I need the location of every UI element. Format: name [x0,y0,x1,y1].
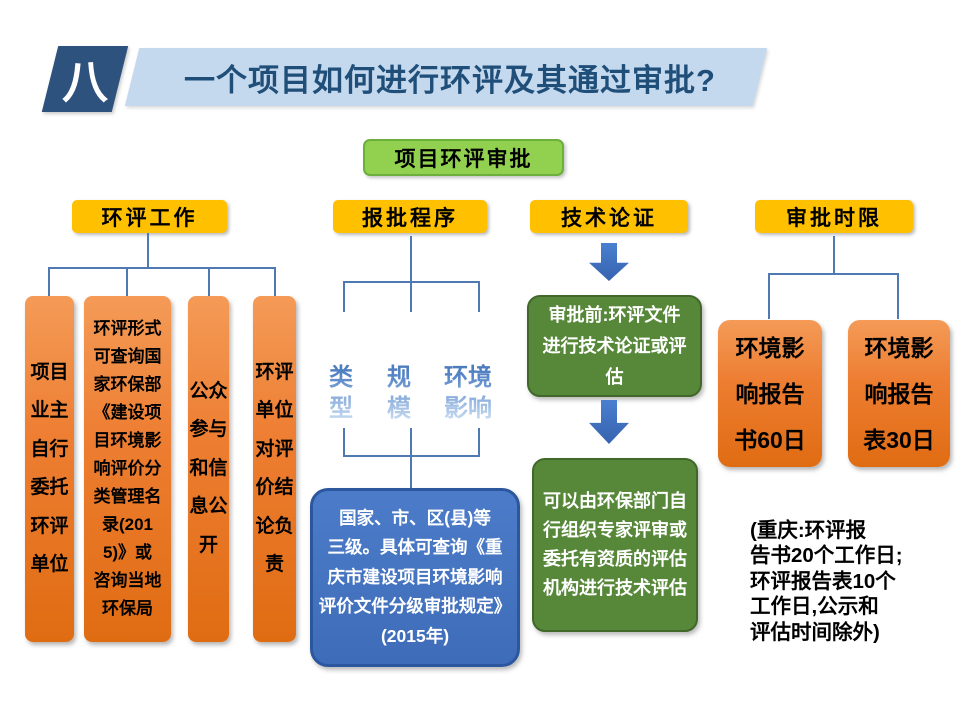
connector-segment [343,428,345,457]
column-header-review-label: 技术论证 [561,206,657,230]
criteria-type-text: 类 型 [329,364,353,422]
deadline-report-form-box: 环境影 响报告 表30日 [848,320,950,467]
work-item-responsibility: 环评 单位 对评 价结 论负 责 [253,296,296,642]
deadline-report-form-text: 环境影 响报告 表30日 [863,334,935,453]
connector-segment [343,281,345,312]
connector-segment [768,273,899,275]
column-header-deadline-label: 审批时限 [786,206,882,230]
connector-segment [410,428,412,489]
down-arrow-icon [589,400,629,444]
column-header-review: 技术论证 [530,200,688,233]
work-item-responsibility-text: 环评 单位 对评 价结 论负 责 [255,361,294,576]
connector-segment [833,236,835,273]
connector-segment [410,236,412,312]
criteria-scale-text: 规 模 [387,364,411,422]
connector-segment [768,273,770,319]
work-item-catalogue: 环评形式 可查询国 家环保部 《建设项 目环境影 响评价分 类管理名 录(201… [84,296,171,642]
criteria-impact-text: 环境 影响 [444,364,492,422]
column-header-work: 环评工作 [72,200,227,233]
root-node-label: 项目环评审批 [394,147,533,171]
connector-segment [48,267,276,269]
criteria-scale: 规 模 [384,331,414,424]
work-item-public: 公众 参与 和信 息公 开 [188,296,229,642]
root-node: 项目环评审批 [363,139,564,176]
slide-title: 一个项目如何进行环评及其通过审批? [140,48,760,106]
connector-segment [897,273,899,319]
work-item-owner: 项目 业主 自行 委托 环评 单位 [25,296,74,642]
connector-segment [126,267,128,296]
down-arrow-icon [589,243,629,281]
connector-segment [208,267,210,296]
review-step-2-text: 可以由环保部门自 行组织专家评审或 委托有资质的评估 机构进行技术评估 [543,491,687,598]
procedure-detail-text: 国家、市、区(县)等 三级。具体可查询《重 庆市建设项目环境影响 评价文件分级审… [318,507,512,646]
connector-segment [478,281,480,312]
work-item-catalogue-text: 环评形式 可查询国 家环保部 《建设项 目环境影 响评价分 类管理名 录(201… [93,319,162,618]
deadline-report-book-text: 环境影 响报告 书60日 [734,334,806,453]
column-header-deadline: 审批时限 [755,200,913,233]
connector-segment [343,281,480,283]
slide-title-text: 一个项目如何进行环评及其通过审批? [184,62,716,98]
criteria-impact: 环境 影响 [442,331,494,424]
column-header-procedure-label: 报批程序 [362,206,458,230]
column-header-work-label: 环评工作 [101,206,198,230]
review-step-1-text: 审批前:环评文件 进行技术论证或评 估 [542,304,687,387]
section-number: 八 [50,46,120,112]
deadline-note-text: (重庆:环评报 告书20个工作日; 环评报告表10个 工作日,公示和 评估时间除… [750,518,903,644]
criteria-type: 类 型 [326,331,356,424]
work-item-owner-text: 项目 业主 自行 委托 环评 单位 [30,361,69,576]
connector-segment [48,267,50,296]
review-step-2-box: 可以由环保部门自 行组织专家评审或 委托有资质的评估 机构进行技术评估 [532,458,698,632]
procedure-detail-box: 国家、市、区(县)等 三级。具体可查询《重 庆市建设项目环境影响 评价文件分级审… [310,488,520,667]
section-number-text: 八 [62,56,108,108]
deadline-report-book-box: 环境影 响报告 书60日 [718,320,822,467]
review-step-1-box: 审批前:环评文件 进行技术论证或评 估 [527,295,702,397]
connector-segment [274,267,276,296]
connector-segment [147,233,149,267]
connector-segment [478,428,480,457]
column-header-procedure: 报批程序 [333,200,487,233]
deadline-note: (重庆:环评报 告书20个工作日; 环评报告表10个 工作日,公示和 评估时间除… [750,492,950,645]
work-item-public-text: 公众 参与 和信 息公 开 [189,380,228,556]
